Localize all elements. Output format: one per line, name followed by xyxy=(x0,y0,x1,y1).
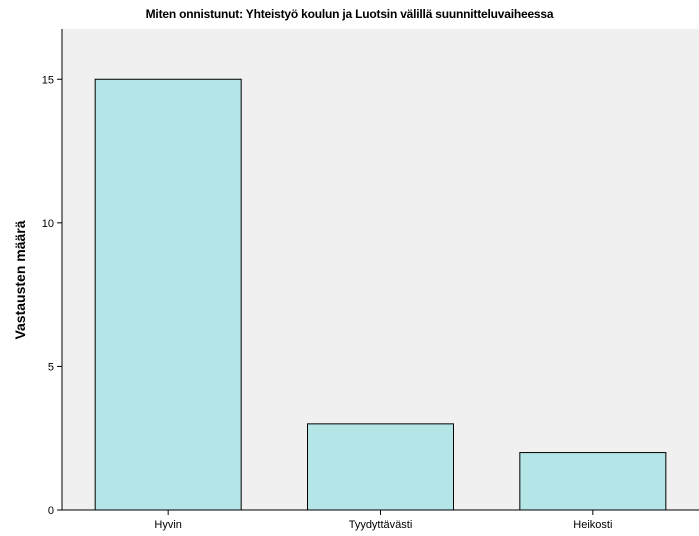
x-tick-label: Tyydyttävästi xyxy=(349,519,413,531)
bar-hyvin xyxy=(94,78,242,511)
chart-title: Miten onnistunut: Yhteistyö koulun ja Lu… xyxy=(145,7,554,21)
x-tick-label: Heikosti xyxy=(573,519,612,531)
y-tick-label: 5 xyxy=(48,361,54,373)
y-tick-label: 0 xyxy=(48,505,54,517)
bar-tyydyttävästi xyxy=(307,423,454,511)
x-tick-label: Hyvin xyxy=(154,519,182,531)
y-tick-label: 10 xyxy=(42,218,54,230)
y-tick-label: 15 xyxy=(42,74,54,86)
bar-heikosti xyxy=(519,452,667,511)
